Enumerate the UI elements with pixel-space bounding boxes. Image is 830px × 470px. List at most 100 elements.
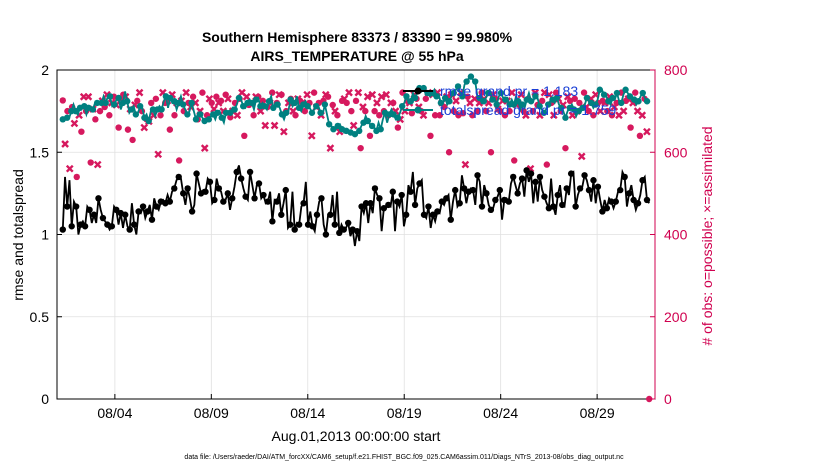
totalspread-point [89,106,97,113]
rmse-point [380,204,388,212]
totalspread-series [59,73,651,138]
rmse-point [639,177,646,184]
obs-possible-marker [473,107,481,115]
totalspread-point [282,109,290,116]
totalspread-point [454,83,462,90]
rmse-series [59,165,651,247]
rmse-point [90,211,98,218]
totalspread-point [502,96,509,103]
rmse-point [612,198,619,205]
totalspread-point [527,98,535,105]
obs-assimilated-marker [354,88,363,97]
obs-possible-marker [301,107,309,115]
rmse-point [220,198,227,205]
obs-possible-marker [348,107,355,115]
obs-assimilated-marker [70,119,79,128]
rmse-point [224,190,231,197]
totalspread-point [188,99,195,107]
totalspread-point [274,101,281,108]
rmse-point [344,219,352,227]
rmse-point [492,196,499,204]
rmse-point [287,221,294,228]
totalspread-point [218,114,225,121]
totalspread-point [463,78,470,85]
totalspread-point [420,84,427,92]
obs-possible-marker [408,109,416,117]
obs-assimilated-marker [65,164,74,173]
totalspread-point [618,99,625,107]
rmse-point [585,186,593,194]
obs-possible-marker [148,99,155,107]
obs-possible-marker [459,109,467,117]
rmse-point [237,175,245,182]
obs-assimilated-marker [261,121,270,130]
rmse-point [206,178,214,186]
rmse-point [233,168,240,176]
rmse-point [148,216,156,223]
rmse-point [376,195,383,202]
y-tick-label: 2 [41,62,49,78]
rmse-point [108,223,116,230]
obs-possible-marker [106,112,113,119]
totalspread-point [592,101,599,108]
totalspread-point [136,102,144,110]
obs-assimilated-marker [326,144,335,152]
totalspread-point [557,104,565,112]
obs-assimilated-marker [522,111,530,120]
y-tick-label: 0.5 [30,309,50,325]
obs-possible-marker [427,132,434,139]
obs-assimilated-marker [508,88,516,97]
rmse-point [336,229,343,237]
totalspread-point [313,102,320,110]
rmse-point [246,168,254,176]
rmse-point [122,211,129,218]
x-axis-ticks: 08/04 08/09 08/14 08/19 08/24 08/29 [97,394,615,421]
totalspread-point [398,102,406,110]
x-tick-label: 08/04 [97,405,132,421]
totalspread-point [411,94,419,102]
rmse-point [581,172,588,179]
obs-possible-marker [227,114,234,121]
rmse-point [309,223,316,230]
totalspread-point [459,93,466,100]
obs-possible-marker [213,93,220,100]
obs-possible-marker [445,149,453,156]
totalspread-point [184,111,191,118]
rmse-point [599,208,606,215]
obs-possible-marker [497,107,504,115]
obs-possible-marker [562,144,569,152]
obs-possible-marker [390,99,397,107]
obs-assimilated-marker [461,160,470,169]
totalspread-point [317,109,324,116]
obs-possible-marker [627,124,634,131]
rmse-point [407,188,414,195]
totalspread-point [205,116,213,123]
rmse-point [371,185,379,192]
y-tick-label: 1 [41,227,49,243]
rmse-point [59,226,66,233]
rmse-point [327,211,334,218]
obs-assimilated-marker [345,88,353,97]
rmse-point [452,186,459,194]
totalspread-point [132,111,140,118]
y-tick-label: 1.5 [30,144,50,160]
totalspread-point [553,94,561,102]
obs-possible-marker [520,107,527,115]
obs-assimilated-marker [135,88,144,97]
rmse-point [514,190,521,197]
rmse-point [282,186,289,194]
rmse-point [99,214,107,222]
obs-possible-marker [362,107,369,115]
totalspread-point [321,101,329,108]
obs-assimilated-marker [363,92,372,101]
totalspread-point [446,98,453,105]
x-tick-label: 08/19 [387,405,422,421]
totalspread-point [596,86,604,93]
obs-possible-marker [478,89,485,96]
rmse-point [527,170,535,177]
obs-possible-marker [464,93,471,100]
obs-assimilated-marker [154,150,163,159]
obs-possible-marker [329,101,336,109]
obs-possible-marker [431,112,439,119]
